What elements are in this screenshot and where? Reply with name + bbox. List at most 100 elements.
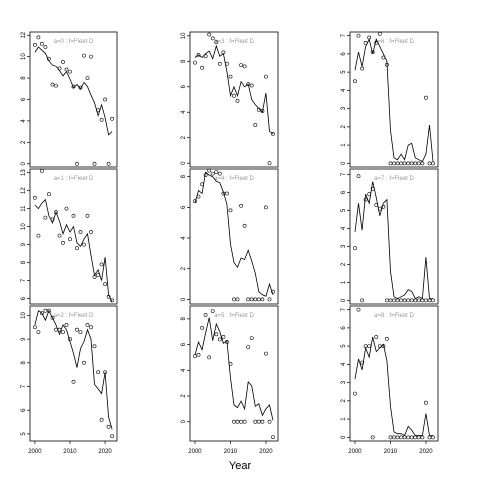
observation-point xyxy=(377,344,382,349)
y-tick-label: 4 xyxy=(341,362,347,366)
panel-frame xyxy=(349,305,439,442)
panel-2: a=2 : f=Fleet D 5 6 7 8 9 10 2000 2010 2020 xyxy=(21,305,118,455)
observation-point xyxy=(406,161,411,166)
observation-point xyxy=(40,168,44,173)
y-tick-label: 9 xyxy=(21,337,27,341)
y-tick-label: 7 xyxy=(341,307,347,311)
y-tick-label: 7 xyxy=(341,172,347,176)
panel-frame xyxy=(349,168,439,305)
observation-point xyxy=(402,298,407,303)
observation-point xyxy=(110,434,115,439)
y-tick-label: 8 xyxy=(181,174,187,178)
observation-point xyxy=(395,435,400,440)
observation-point xyxy=(78,85,83,90)
panel-frame xyxy=(29,305,118,442)
observation-point xyxy=(399,161,404,166)
observation-point xyxy=(210,309,215,314)
y-tick-label: 0 xyxy=(341,161,347,165)
observation-point xyxy=(416,298,421,303)
observation-point xyxy=(413,435,418,440)
panel-frame xyxy=(189,168,279,305)
y-tick-label: 5 xyxy=(21,432,27,436)
observation-point xyxy=(427,435,432,440)
y-tick-label: 3 xyxy=(341,244,347,248)
observation-point xyxy=(242,64,247,69)
observation-point xyxy=(203,173,208,178)
y-tick-label: 6 xyxy=(341,326,347,330)
panel-7: a=7 : f=Fleet D 0 1 2 3 4 5 6 7 xyxy=(341,168,439,305)
observation-point xyxy=(367,192,372,197)
observation-point xyxy=(99,262,104,267)
y-tick-label: 3 xyxy=(341,106,347,110)
observation-point xyxy=(370,186,375,191)
observation-point xyxy=(363,41,368,45)
observation-point xyxy=(217,337,222,342)
observation-point xyxy=(242,223,247,228)
observation-point xyxy=(57,327,62,332)
y-tick-label: 1 xyxy=(341,417,347,421)
observation-point xyxy=(431,435,435,440)
observation-point xyxy=(356,33,361,38)
observation-point xyxy=(263,351,268,356)
observation-point xyxy=(253,123,258,127)
observation-point xyxy=(377,206,382,211)
x-tick-label: 2000 xyxy=(348,449,362,455)
observation-point xyxy=(363,344,368,349)
observation-point xyxy=(353,391,357,396)
observation-point xyxy=(409,298,414,303)
observation-point xyxy=(221,50,226,55)
observation-point xyxy=(402,435,407,440)
observation-point xyxy=(381,344,386,349)
observation-point xyxy=(210,36,215,41)
observation-point xyxy=(78,230,83,234)
observation-point xyxy=(253,297,258,302)
observation-point xyxy=(68,337,72,342)
y-tick-label: 1 xyxy=(341,143,347,147)
y-tick-label: 2 xyxy=(181,394,187,398)
observation-point xyxy=(40,41,44,46)
observation-point xyxy=(200,182,205,187)
y-tick-label: 6 xyxy=(21,296,27,300)
observation-point xyxy=(221,191,226,196)
panel-label: a=8 : f=Fleet D xyxy=(374,313,414,319)
panel-5: a=5 : f=Fleet D 0 2 4 6 8 2000 2010 2020 xyxy=(181,305,279,455)
y-tick-label: 5 xyxy=(341,208,347,212)
observation-point xyxy=(64,206,69,211)
observation-point xyxy=(427,298,432,303)
y-tick-label: 6 xyxy=(341,52,347,56)
y-tick-label: 10 xyxy=(21,311,27,318)
observation-point xyxy=(402,161,407,166)
observation-point xyxy=(395,298,400,303)
observation-point xyxy=(409,435,414,440)
observation-point xyxy=(61,240,65,245)
observation-point xyxy=(96,273,101,278)
observation-point xyxy=(431,298,435,303)
observation-point xyxy=(54,83,58,88)
panel-label: a=5 : f=Fleet D xyxy=(214,313,254,319)
observation-point xyxy=(214,332,219,337)
observation-point xyxy=(196,352,201,357)
observation-point xyxy=(61,60,65,64)
observation-point xyxy=(228,74,233,79)
observation-point xyxy=(36,233,41,238)
y-tick-label: 4 xyxy=(181,236,187,240)
observation-point xyxy=(246,297,251,302)
observation-point xyxy=(224,191,229,196)
y-tick-label: 4 xyxy=(181,110,187,114)
observation-point xyxy=(353,79,357,84)
observation-point xyxy=(193,354,197,359)
observation-point xyxy=(82,242,86,247)
observation-point xyxy=(413,298,418,303)
observation-point xyxy=(106,424,111,429)
observation-point xyxy=(36,330,41,335)
observation-point xyxy=(381,55,386,60)
panel-label: a=4 : f=Fleet D xyxy=(214,176,254,182)
observation-point xyxy=(96,108,101,113)
observation-point xyxy=(374,203,379,207)
observation-point xyxy=(40,311,44,316)
observation-point xyxy=(214,170,219,175)
observation-point xyxy=(47,308,51,313)
y-tick-label: 2 xyxy=(181,135,187,139)
